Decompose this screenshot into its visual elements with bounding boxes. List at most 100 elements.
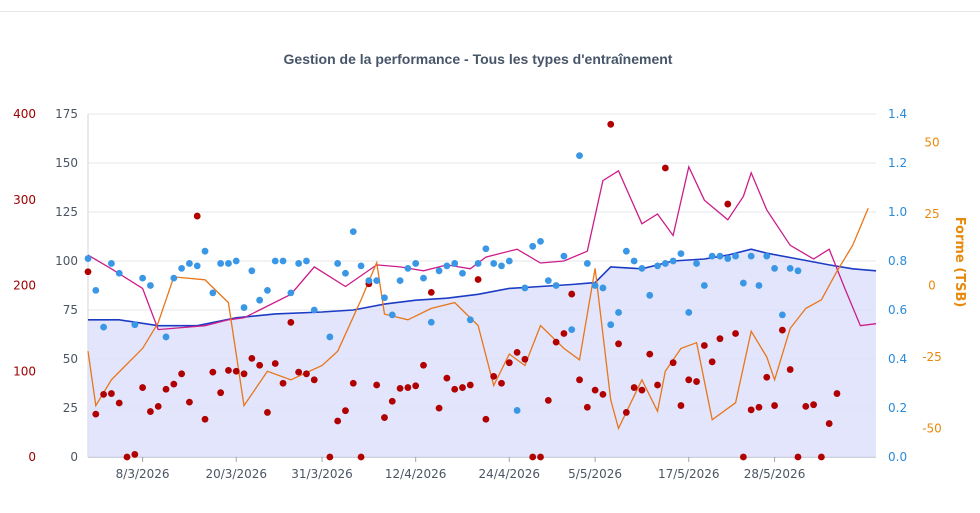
- if-point: [576, 152, 583, 160]
- tss-point: [693, 378, 700, 385]
- if-point: [225, 260, 232, 267]
- if-tick-label: 0.2: [888, 401, 907, 415]
- tss-point: [201, 415, 209, 423]
- if-point: [607, 321, 615, 329]
- tss-point: [131, 451, 139, 458]
- if-point: [115, 269, 123, 277]
- tss-point: [513, 348, 521, 356]
- tss-point: [825, 420, 833, 427]
- tss-point: [583, 403, 591, 411]
- tss-point: [342, 407, 349, 415]
- load-axis-ticks: 0 25 50 75 100 125 150 175: [55, 107, 78, 464]
- if-point: [685, 309, 693, 316]
- tss-point: [747, 406, 755, 414]
- load-tick-label: 75: [63, 303, 78, 317]
- if-point: [186, 260, 193, 267]
- if-point: [108, 260, 115, 267]
- x-tick-label: 12/4/2026: [385, 467, 447, 481]
- load-tick-label: 100: [55, 254, 78, 268]
- if-tick-label: 0.0: [888, 450, 907, 464]
- if-point: [420, 274, 427, 282]
- if-point: [287, 289, 295, 297]
- tss-point: [326, 453, 334, 461]
- if-point: [724, 255, 732, 262]
- fitness-line: [88, 248, 877, 327]
- if-point: [162, 333, 170, 341]
- tss-point: [451, 385, 459, 393]
- if-point: [786, 264, 794, 272]
- if-points: [84, 152, 802, 414]
- tss-point: [287, 318, 295, 326]
- if-point: [381, 294, 388, 302]
- if-point: [778, 311, 786, 319]
- tss-point: [646, 350, 654, 358]
- tss-point: [108, 390, 115, 397]
- if-point: [310, 306, 318, 314]
- if-tick-label: 1.2: [888, 156, 907, 170]
- tss-point: [162, 385, 170, 393]
- if-point: [459, 269, 466, 277]
- tss-point: [178, 370, 186, 378]
- tss-point: [217, 389, 225, 397]
- if-point: [529, 242, 537, 250]
- tss-point: [661, 164, 669, 172]
- load-tick-label: 25: [63, 401, 78, 415]
- if-point: [583, 260, 591, 267]
- if-point: [404, 264, 412, 272]
- if-point: [560, 252, 568, 260]
- if-point: [568, 326, 576, 333]
- if-point: [591, 282, 599, 289]
- if-point: [209, 289, 217, 297]
- if-point: [193, 262, 201, 270]
- tss-point: [763, 373, 771, 381]
- tss-point: [568, 290, 576, 298]
- if-point: [669, 257, 677, 265]
- if-point: [466, 316, 474, 324]
- tss-point: [373, 381, 381, 389]
- tss-point: [700, 342, 708, 349]
- if-point: [763, 252, 771, 260]
- tss-point: [443, 374, 451, 382]
- if-point: [84, 255, 92, 262]
- if-point: [271, 257, 279, 265]
- if-point: [232, 257, 240, 265]
- tss-tick-label: 200: [13, 279, 36, 293]
- tss-point: [739, 453, 747, 461]
- if-point: [505, 257, 513, 265]
- if-point: [201, 247, 209, 255]
- x-tick-label: 5/5/2026: [568, 467, 622, 481]
- if-point: [654, 262, 661, 270]
- load-tick-label: 0: [70, 450, 78, 464]
- tss-point: [396, 385, 404, 392]
- if-point: [279, 257, 287, 265]
- if-point: [739, 279, 747, 287]
- x-axis-ticks: 8/3/2026 20/3/2026 31/3/2026 12/4/2026 24/4/…: [88, 456, 876, 481]
- if-point: [373, 277, 381, 284]
- if-point: [412, 260, 420, 267]
- x-tick-label: 17/5/2026: [658, 467, 720, 481]
- if-point: [677, 250, 685, 258]
- if-point: [661, 260, 669, 267]
- tss-point: [435, 404, 443, 412]
- tss-point: [786, 366, 794, 373]
- tss-point: [537, 453, 544, 461]
- if-point: [427, 318, 435, 326]
- tss-point: [240, 370, 248, 378]
- if-point: [170, 274, 178, 282]
- if-point: [388, 311, 396, 319]
- if-axis-ticks: 0.0 0.2 0.4 0.6 0.8 1.0 1.2 1.4: [888, 107, 907, 464]
- if-point: [217, 260, 225, 267]
- if-point: [615, 309, 622, 316]
- tss-point: [271, 360, 279, 367]
- if-point: [365, 277, 373, 284]
- form-axis-ticks: -50 -25 0 25 50: [922, 136, 942, 436]
- tss-point: [552, 338, 560, 346]
- tss-point: [802, 403, 810, 410]
- tss-tick-label: 100: [13, 364, 36, 378]
- if-point: [700, 282, 708, 289]
- if-tick-label: 1.4: [888, 107, 907, 121]
- load-tick-label: 150: [55, 156, 78, 170]
- tss-point: [576, 376, 583, 384]
- tss-point: [474, 276, 482, 283]
